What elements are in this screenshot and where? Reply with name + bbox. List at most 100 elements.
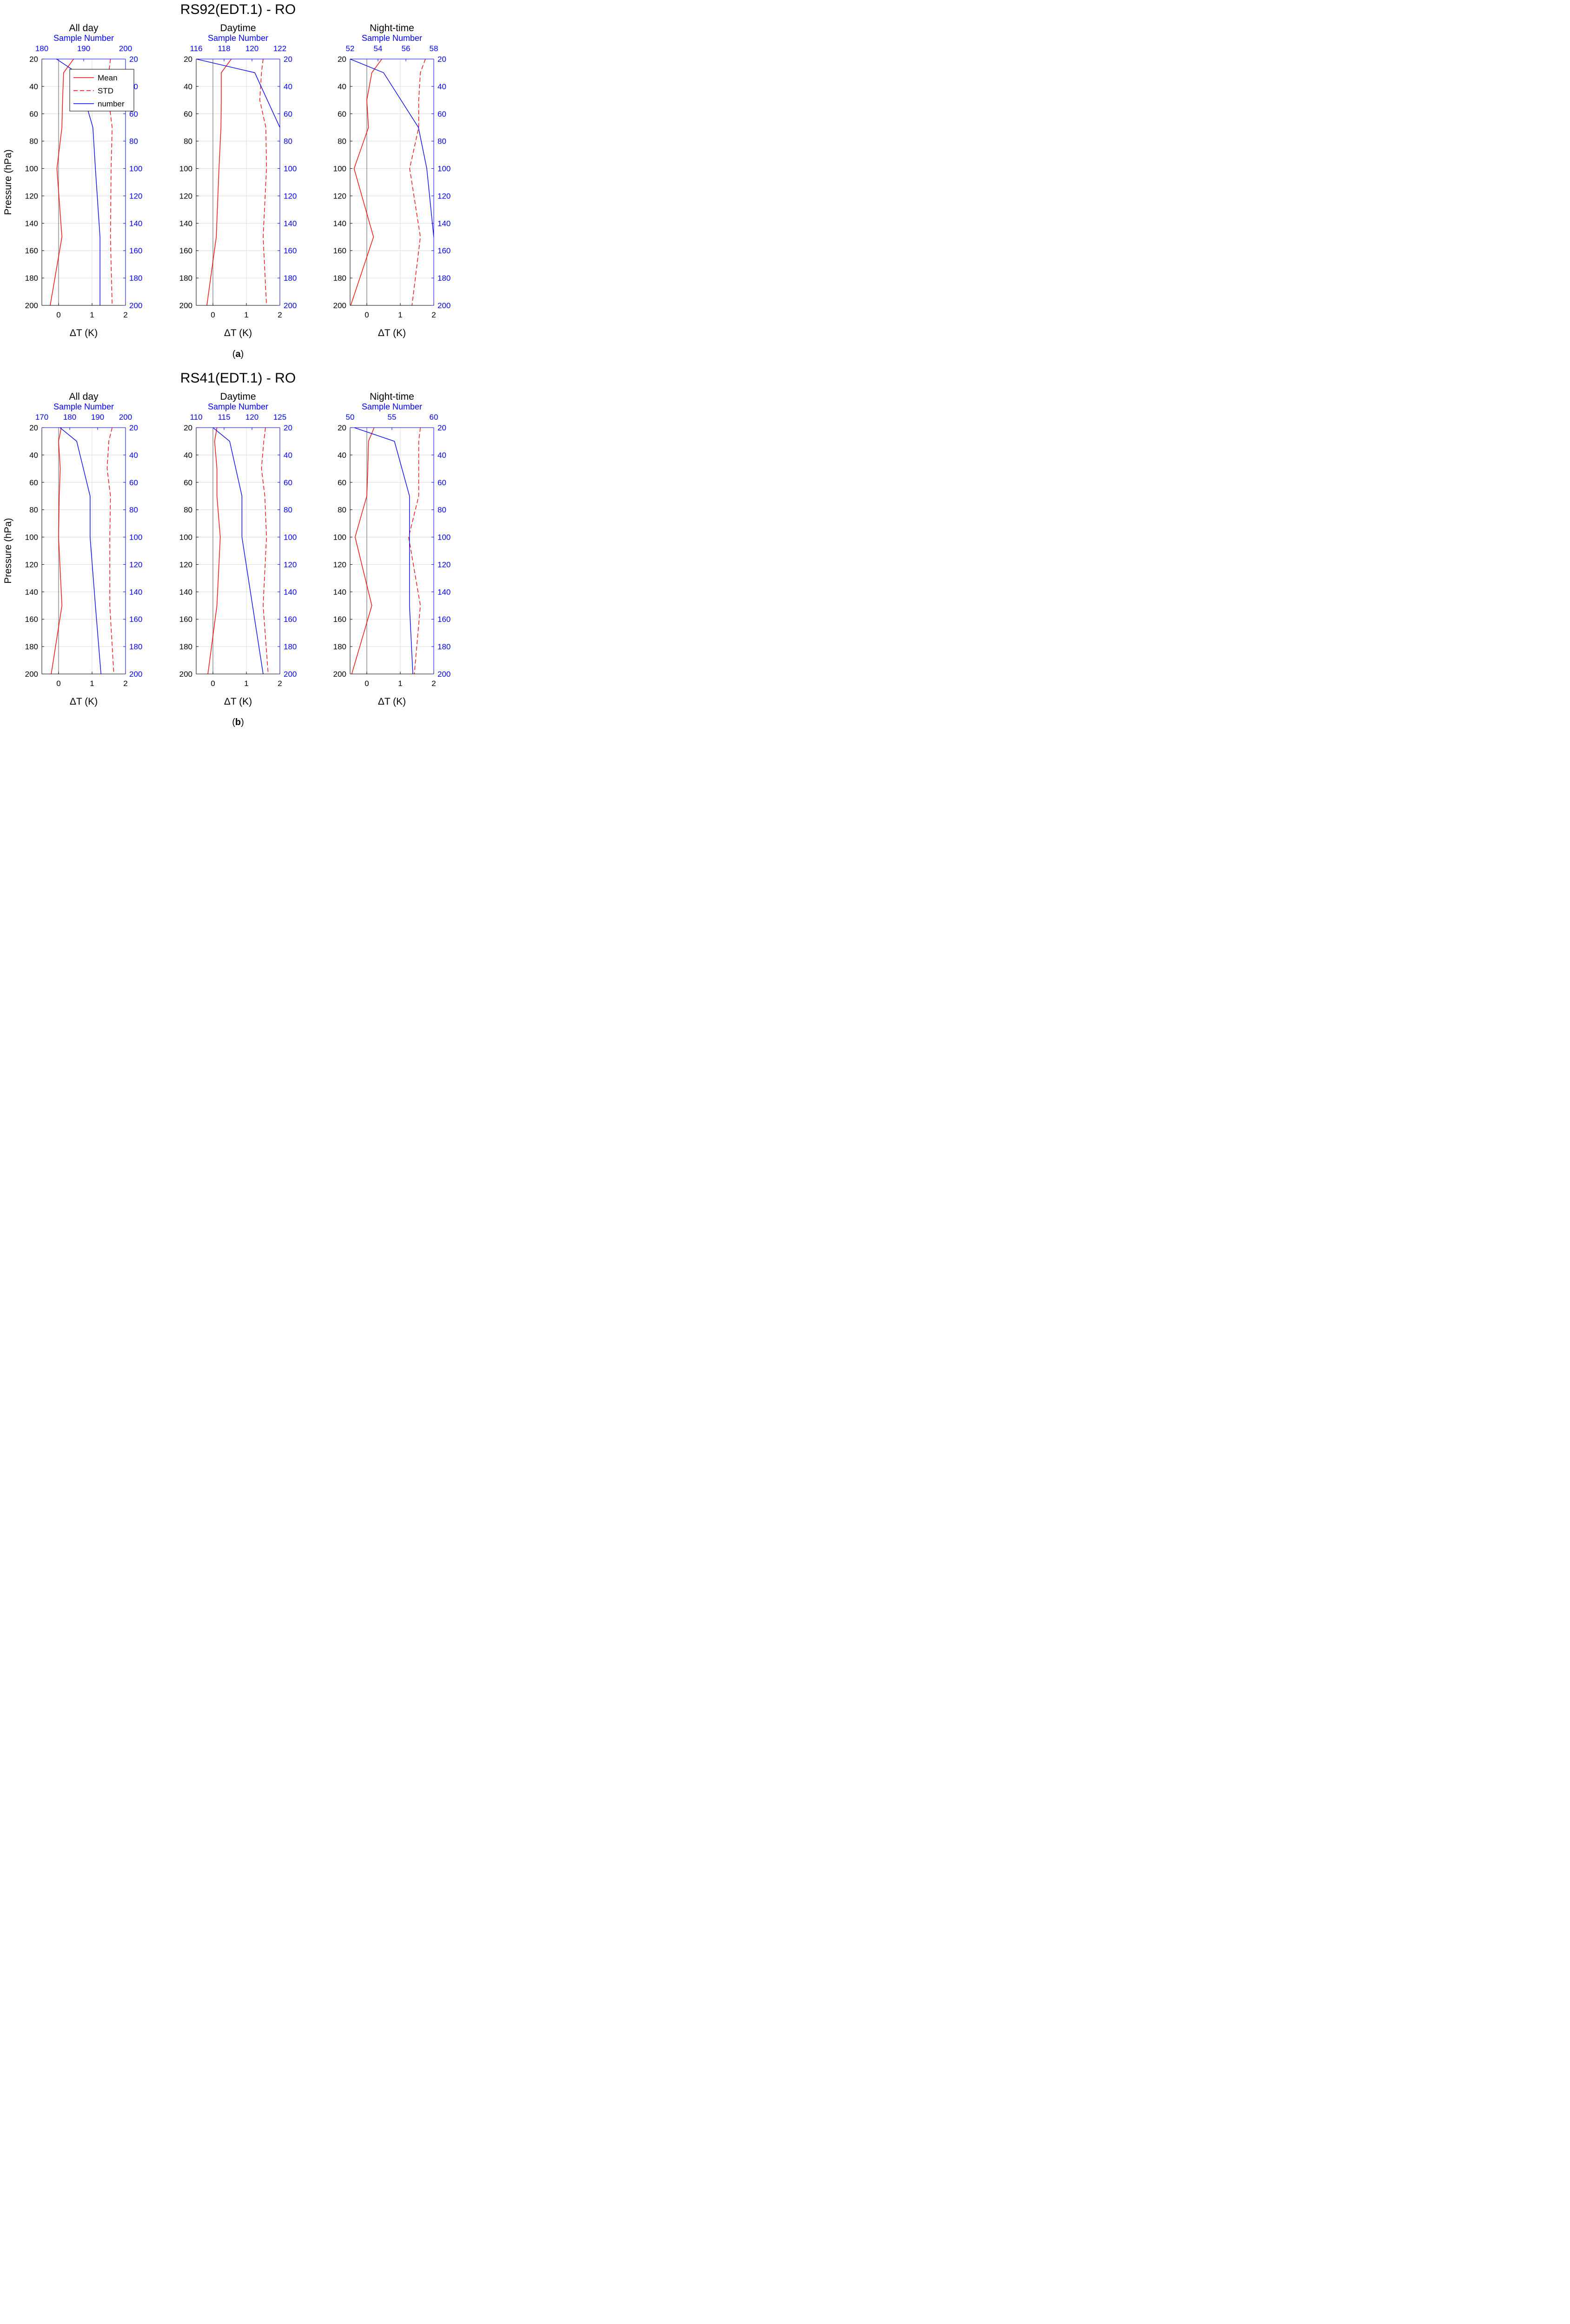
right-y-tick-label: 100 <box>284 165 297 173</box>
right-y-tick-label: 160 <box>129 615 142 624</box>
y-tick-label: 100 <box>333 165 346 173</box>
right-y-tick-label: 140 <box>129 588 142 596</box>
right-y-tick-label: 60 <box>437 478 446 487</box>
top-axis-label: Sample Number <box>208 402 268 411</box>
top-tick-label: 122 <box>273 44 286 53</box>
y-tick-label: 140 <box>179 219 192 228</box>
right-y-tick-label: 100 <box>437 533 450 542</box>
right-y-tick-label: 120 <box>437 191 450 200</box>
figure-background <box>0 0 476 730</box>
top-axis-label: Sample Number <box>362 402 422 411</box>
top-tick-label: 54 <box>374 44 383 53</box>
right-y-tick-label: 180 <box>129 274 142 283</box>
caption-paren-close: ) <box>241 717 244 727</box>
right-y-tick-label: 140 <box>129 219 142 228</box>
right-y-tick-label: 140 <box>437 219 450 228</box>
y-tick-label: 160 <box>25 246 38 255</box>
y-tick-label: 180 <box>179 274 192 283</box>
right-y-tick-label: 100 <box>129 533 142 542</box>
top-tick-label: 60 <box>430 413 438 422</box>
y-tick-label: 20 <box>338 55 346 64</box>
series-line-std <box>409 59 426 306</box>
right-y-tick-label: 40 <box>284 451 292 460</box>
legend-label: number <box>98 99 125 108</box>
series-line-number <box>354 427 413 674</box>
subplot-title: Night-time <box>370 23 414 33</box>
top-tick-label: 118 <box>218 44 230 53</box>
y-tick-label: 120 <box>25 560 38 569</box>
x-tick-label: 2 <box>431 310 436 319</box>
top-tick-label: 110 <box>190 413 202 422</box>
y-tick-label: 160 <box>179 615 192 624</box>
right-y-tick-label: 20 <box>284 55 292 64</box>
top-axis-label: Sample Number <box>208 33 268 43</box>
right-y-tick-label: 160 <box>437 246 450 255</box>
right-y-tick-label: 60 <box>129 478 138 487</box>
x-tick-label: 1 <box>90 679 94 688</box>
series-line-number <box>350 59 434 237</box>
y-tick-label: 160 <box>179 246 192 255</box>
y-tick-label: 20 <box>29 423 38 432</box>
legend-label: Mean <box>98 73 118 82</box>
right-y-tick-label: 160 <box>129 246 142 255</box>
subplot: 2040608010012014016018020020406080100120… <box>333 391 451 707</box>
y-tick-label: 80 <box>338 137 346 146</box>
y-tick-label: 180 <box>179 642 192 651</box>
right-y-tick-label: 160 <box>437 615 450 624</box>
right-y-tick-label: 60 <box>437 110 446 119</box>
right-y-tick-label: 80 <box>437 506 446 515</box>
x-tick-label: 2 <box>278 310 282 319</box>
subplot-title: Daytime <box>220 391 256 402</box>
right-y-tick-label: 40 <box>437 82 446 91</box>
x-tick-label: 0 <box>56 310 60 319</box>
x-tick-label: 1 <box>398 310 402 319</box>
y-tick-label: 40 <box>338 82 346 91</box>
x-tick-label: 2 <box>123 310 127 319</box>
figure: RS92(EDT.1) - RO(a)204060801001201401601… <box>0 0 476 730</box>
y-tick-label: 100 <box>25 533 38 542</box>
y-tick-label: 120 <box>333 560 346 569</box>
x-axis-label: ΔT (K) <box>224 696 252 707</box>
y-tick-label: 140 <box>25 588 38 596</box>
legend: Mean STD number <box>69 69 134 112</box>
right-y-tick-label: 120 <box>284 191 297 200</box>
right-y-tick-label: 200 <box>284 301 297 310</box>
x-tick-label: 1 <box>398 679 402 688</box>
x-axis-label: ΔT (K) <box>378 328 406 338</box>
y-tick-label: 40 <box>184 82 192 91</box>
caption-paren-close: ) <box>241 349 244 359</box>
right-y-tick-label: 180 <box>437 642 450 651</box>
series-line-number <box>196 59 280 128</box>
x-tick-label: 0 <box>364 679 369 688</box>
top-tick-label: 58 <box>430 44 438 53</box>
right-y-tick-label: 140 <box>284 219 297 228</box>
panel-caption: (a) <box>232 349 244 359</box>
subplot: 2040608010012014016018020020406080100120… <box>3 391 142 707</box>
right-y-tick-label: 120 <box>129 191 142 200</box>
y-tick-label: 160 <box>333 615 346 624</box>
y-axis-label: Pressure (hPa) <box>3 149 13 215</box>
y-tick-label: 80 <box>184 506 192 515</box>
x-tick-label: 0 <box>211 310 215 319</box>
y-tick-label: 180 <box>333 642 346 651</box>
right-y-tick-label: 120 <box>284 560 297 569</box>
panel-caption: (b) <box>232 717 244 727</box>
right-y-tick-label: 180 <box>284 642 297 651</box>
y-tick-label: 200 <box>25 670 38 679</box>
x-tick-label: 1 <box>244 310 248 319</box>
caption-paren-open: ( <box>232 349 236 359</box>
y-tick-label: 160 <box>25 615 38 624</box>
x-tick-label: 1 <box>90 310 94 319</box>
y-tick-label: 180 <box>25 642 38 651</box>
right-y-tick-label: 60 <box>129 110 138 119</box>
right-y-tick-label: 40 <box>129 451 138 460</box>
top-tick-label: 50 <box>346 413 355 422</box>
x-tick-label: 0 <box>364 310 369 319</box>
y-tick-label: 20 <box>29 55 38 64</box>
x-tick-label: 2 <box>123 679 127 688</box>
top-tick-label: 115 <box>218 413 230 422</box>
y-tick-label: 40 <box>29 451 38 460</box>
y-tick-label: 120 <box>25 191 38 200</box>
right-y-tick-label: 100 <box>129 165 142 173</box>
y-tick-label: 20 <box>184 55 192 64</box>
